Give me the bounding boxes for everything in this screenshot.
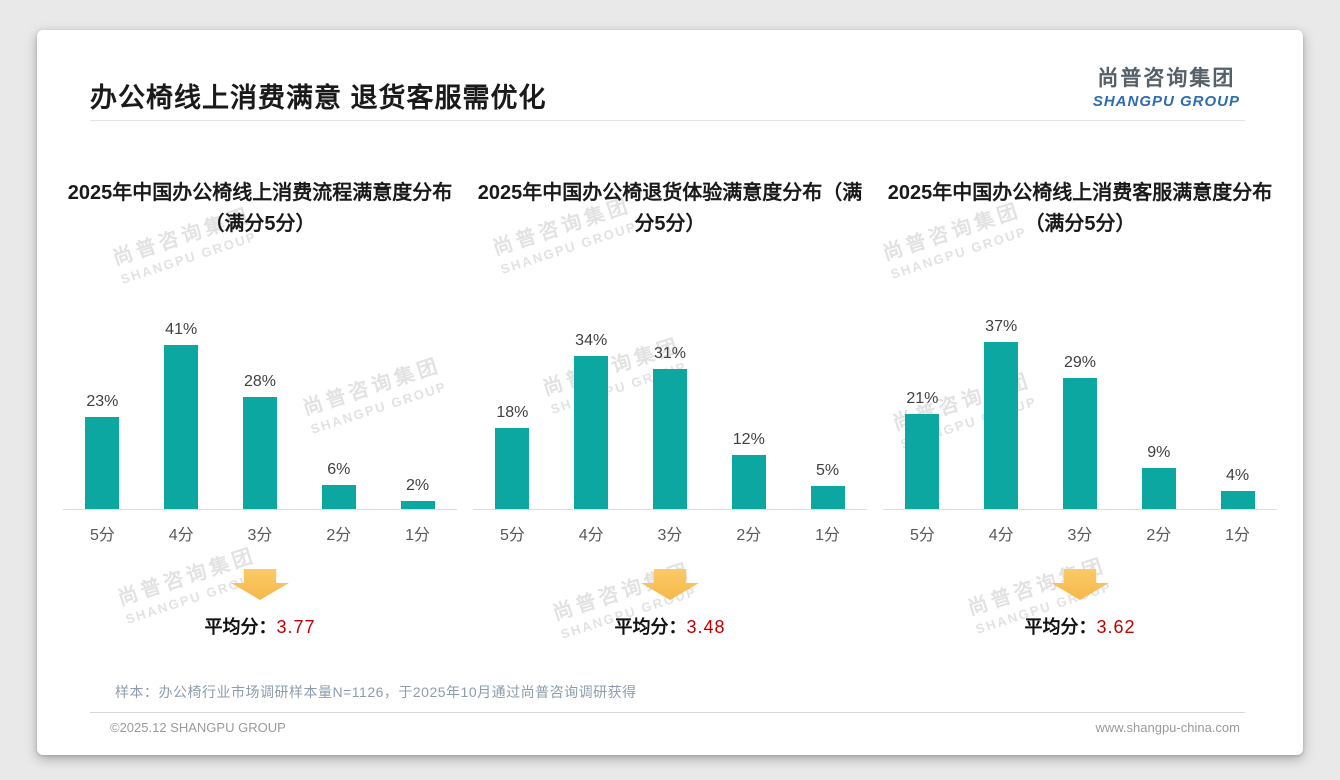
arrow-down-icon xyxy=(231,569,289,600)
bar-value-label: 18% xyxy=(496,404,529,421)
category-label: 2分 xyxy=(1146,527,1172,544)
chart-process-satisfaction: 2025年中国办公椅线上消费流程满意度分布（满分5分） 23% 41% 28% 6% 2… xyxy=(63,178,457,639)
category-label: 1分 xyxy=(405,527,431,544)
category-label: 5分 xyxy=(89,527,115,544)
bar-group: 31% xyxy=(631,345,710,509)
chart-return-satisfaction: 2025年中国办公椅退货体验满意度分布（满分5分） 18% 34% 31% 12% 5%… xyxy=(473,178,867,639)
bar-value-label: 37% xyxy=(985,318,1018,335)
chart-title: 2025年中国办公椅线上消费流程满意度分布（满分5分） xyxy=(67,182,453,235)
bar-group: 6% xyxy=(299,461,378,509)
category-label: 2分 xyxy=(326,527,352,544)
bar-value-label: 2% xyxy=(406,477,430,494)
bar xyxy=(1220,491,1255,509)
bar-group: 37% xyxy=(962,318,1041,509)
average-score-value: 3.62 xyxy=(1096,617,1136,637)
category-label: 4分 xyxy=(168,527,194,544)
bar xyxy=(495,428,530,509)
category-axis: 5分 4分 3分 2分 1分 xyxy=(63,510,457,545)
bar-value-label: 23% xyxy=(86,393,119,410)
bar xyxy=(164,345,199,509)
category-axis: 5分 4分 3分 2分 1分 xyxy=(473,510,867,545)
footer-divider xyxy=(90,712,1245,713)
logo-en-text: SHANGPU GROUP xyxy=(1092,93,1240,110)
bar-group: 29% xyxy=(1041,354,1120,509)
arrow-down-icon xyxy=(1051,569,1109,600)
bar xyxy=(905,414,940,509)
bar-value-label: 29% xyxy=(1063,354,1096,371)
average-score-label: 平均分： xyxy=(1024,617,1097,637)
bar-value-label: 9% xyxy=(1147,444,1171,461)
category-label: 4分 xyxy=(578,527,604,544)
category-label: 2分 xyxy=(736,527,762,544)
average-score-value: 3.77 xyxy=(276,617,316,637)
bar-value-label: 6% xyxy=(327,461,351,478)
bar xyxy=(1141,468,1176,509)
category-label: 3分 xyxy=(247,527,273,544)
company-logo: 尚普咨询集团 SHANGPU GROUP xyxy=(1093,62,1240,110)
bar-value-label: 12% xyxy=(732,431,765,448)
slide-card: 尚普咨询集团 SHANGPU GROUP 尚普咨询集团 SHANGPU GROU… xyxy=(37,30,1303,755)
average-score: 平均分：3.62 xyxy=(883,613,1277,639)
bar xyxy=(242,397,277,509)
category-label: 3分 xyxy=(657,527,683,544)
bar-value-label: 5% xyxy=(816,462,840,479)
bar-group: 9% xyxy=(1119,444,1198,509)
bar xyxy=(400,501,435,509)
average-score-label: 平均分： xyxy=(614,617,687,637)
bar xyxy=(574,356,609,509)
average-score-value: 3.48 xyxy=(686,617,726,637)
bar-group: 4% xyxy=(1198,467,1277,509)
bar-group: 41% xyxy=(142,321,221,509)
bar-plot-area: 23% 41% 28% 6% 2% xyxy=(63,320,457,510)
average-score: 平均分：3.48 xyxy=(473,613,867,639)
bar xyxy=(984,342,1019,509)
copyright-text: ©2025.12 SHANGPU GROUP xyxy=(110,720,286,735)
average-score-label: 平均分： xyxy=(204,617,277,637)
bar-group: 28% xyxy=(221,373,300,509)
bar-plot-area: 21% 37% 29% 9% 4% xyxy=(883,318,1277,510)
bar-value-label: 34% xyxy=(575,332,608,349)
charts-row: 2025年中国办公椅线上消费流程满意度分布（满分5分） 23% 41% 28% 6% 2… xyxy=(37,178,1303,639)
bar-group: 5% xyxy=(788,462,867,509)
chart-title: 2025年中国办公椅线上消费客服满意度分布（满分5分） xyxy=(887,182,1273,235)
bar-plot-area: 18% 34% 31% 12% 5% xyxy=(473,320,867,510)
bar-group: 23% xyxy=(63,393,142,509)
bar xyxy=(321,485,356,509)
bar-value-label: 21% xyxy=(906,390,939,407)
category-label: 1分 xyxy=(815,527,841,544)
chart-title: 2025年中国办公椅退货体验满意度分布（满分5分） xyxy=(477,182,863,235)
bar xyxy=(731,455,766,509)
arrow-down-icon xyxy=(641,569,699,600)
header-divider xyxy=(90,120,1245,121)
category-label: 5分 xyxy=(909,527,935,544)
category-label: 3分 xyxy=(1067,527,1093,544)
category-label: 1分 xyxy=(1225,527,1251,544)
category-label: 4分 xyxy=(988,527,1014,544)
bar-group: 18% xyxy=(473,404,552,509)
bar-value-label: 28% xyxy=(243,373,276,390)
bar xyxy=(810,486,845,509)
website-text: www.shangpu-china.com xyxy=(1095,720,1240,735)
bar xyxy=(652,369,687,509)
category-label: 5分 xyxy=(499,527,525,544)
bar-value-label: 4% xyxy=(1226,467,1250,484)
bar-group: 34% xyxy=(552,332,631,509)
average-score: 平均分：3.77 xyxy=(63,613,457,639)
category-axis: 5分 4分 3分 2分 1分 xyxy=(883,510,1277,545)
page-title: 办公椅线上消费满意 退货客服需优化 xyxy=(90,83,547,113)
bar-group: 21% xyxy=(883,390,962,509)
chart-service-satisfaction: 2025年中国办公椅线上消费客服满意度分布（满分5分） 21% 37% 29% 9% 4… xyxy=(883,178,1277,639)
bar-group: 12% xyxy=(709,431,788,509)
bar-group: 2% xyxy=(378,477,457,509)
sample-note: 样本：办公椅行业市场调研样本量N=1126，于2025年10月通过尚普咨询调研获… xyxy=(115,684,637,700)
bar-value-label: 31% xyxy=(653,345,686,362)
bar xyxy=(1062,378,1097,509)
bar xyxy=(85,417,120,509)
bar-value-label: 41% xyxy=(165,321,198,338)
logo-cn-text: 尚普咨询集团 xyxy=(1097,67,1236,90)
